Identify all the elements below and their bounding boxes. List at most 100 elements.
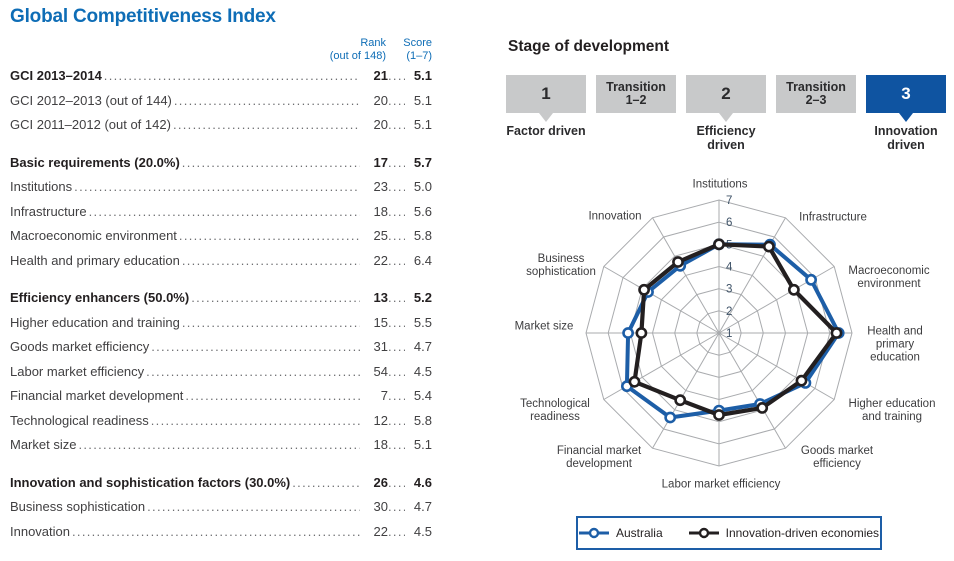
row-score: 5.1 [413, 117, 432, 132]
table-row: Infrastructure..........................… [10, 204, 432, 229]
table-row: Market size.............................… [10, 437, 432, 462]
table-row: Basic requirements (20.0%)..............… [10, 155, 432, 180]
gci-table-rows: GCI 2013–2014...........................… [10, 68, 432, 548]
legend-item-australia: Australia [578, 526, 663, 540]
radar-axis-spoke [718, 266, 835, 334]
radar-axis-spoke [718, 332, 835, 400]
dot-leader: ............ [388, 92, 405, 108]
dot-leader: ............ [388, 154, 405, 170]
dot-leader: ........................................… [74, 179, 360, 194]
radar-tick-label: 2 [726, 306, 732, 318]
dot-leader: ........................................… [72, 523, 360, 539]
radar-data-point [622, 327, 634, 339]
table-row: Efficiency enhancers (50.0%)............… [10, 290, 432, 315]
row-rank: 20 [373, 92, 388, 108]
row-score: 5.4 [413, 388, 432, 403]
stage-caption: Factor driven [506, 124, 586, 138]
row-label: Labor market efficiency [10, 363, 145, 379]
stage-of-development-diagram: 1 Factor driven Transition 1–2 2 Efficiency … [506, 75, 946, 152]
stage-box: Transition 2–3 [776, 75, 856, 113]
table-row: Institutions............................… [10, 179, 432, 204]
radar-axis-label: Macroeconomic environment [848, 265, 930, 290]
radar-data-point [787, 283, 800, 296]
radar-axis-label: Health and primary education [867, 325, 923, 364]
row-label: Efficiency enhancers (50.0%) [10, 290, 190, 305]
row-label: Technological readiness [10, 412, 149, 428]
dot-leader: ............ [388, 314, 405, 330]
row-rank: 20 [373, 117, 388, 132]
dot-leader: ............ [388, 290, 405, 305]
row-score: 5.8 [413, 228, 432, 243]
dot-leader: ............ [388, 228, 405, 243]
dot-leader: ........................................… [191, 290, 360, 305]
stage-column-3: 2 Efficiency driven [686, 75, 766, 152]
row-rank: 22 [373, 252, 388, 268]
gci-table-section: Global Competitiveness Index Rank (out o… [10, 6, 432, 561]
row-rank: 7 [380, 388, 388, 403]
radar-axis-spoke [652, 217, 720, 334]
dot-leader: ........................................… [173, 92, 360, 108]
radar-axis-spoke [603, 332, 720, 400]
row-score: 4.7 [413, 499, 432, 514]
table-row: Health and primary education............… [10, 253, 432, 278]
row-rank: 18 [373, 437, 388, 452]
radar-axis-label: Higher education and training [848, 398, 936, 423]
table-row: GCI 2013–2014...........................… [10, 68, 432, 93]
table-row: GCI 2012–2013 (out of 144)..............… [10, 93, 432, 118]
radar-axis-spoke [718, 217, 786, 334]
row-label: Innovation and sophistication factors (3… [10, 474, 291, 490]
legend-marker-icon [688, 527, 719, 539]
radar-chart: 1 2 3 4 5 6 7 Institutions Infrastructure Macroec… [504, 168, 954, 508]
radar-axis-label: Innovation [588, 210, 642, 223]
radar-axis-label: Financial market development [556, 445, 642, 470]
stage-box: 1 [506, 75, 586, 113]
dot-leader: ........................................… [146, 363, 360, 379]
stage-caption: Innovation driven [874, 124, 938, 152]
stage-column-2: Transition 1–2 [596, 75, 676, 152]
dot-leader: ............ [388, 68, 405, 83]
stage-pointer-icon [539, 113, 553, 122]
legend-item-innovation-driven: Innovation-driven economies [688, 526, 879, 540]
radar-data-point [664, 411, 677, 424]
radar-data-point [713, 238, 725, 251]
dot-leader: ............ [388, 203, 405, 219]
row-score: 4.7 [413, 339, 432, 354]
table-column-headers: Rank (out of 148) Score (1–7) [10, 37, 432, 62]
table-group: Innovation and sophistication factors (3… [10, 475, 432, 549]
dot-leader: ........................................… [147, 499, 360, 514]
table-row: Macroeconomic environment...............… [10, 228, 432, 253]
row-score: 5.0 [413, 179, 432, 194]
radar-axis-spoke [652, 332, 720, 449]
row-score: 4.5 [413, 523, 432, 539]
radar-tick-label: 7 [726, 195, 732, 207]
row-label: Infrastructure [10, 203, 87, 219]
dot-leader: ........................................… [78, 437, 360, 452]
dot-leader: ............ [388, 339, 405, 354]
row-label: GCI 2011–2012 (out of 142) [10, 117, 171, 132]
stage-box: 3 [866, 75, 946, 113]
radar-data-point [638, 283, 650, 296]
radar-axis-spoke [603, 266, 720, 334]
stage-column-1: 1 Factor driven [506, 75, 586, 152]
row-score: 5.2 [413, 290, 432, 305]
dot-leader: ........................................… [172, 117, 360, 132]
row-rank: 17 [373, 154, 388, 170]
dot-leader: ........................................… [185, 388, 360, 403]
dot-leader: ............ [388, 117, 405, 132]
radar-data-point [674, 394, 687, 407]
radar-data-point [628, 375, 641, 388]
row-rank: 26 [373, 474, 388, 490]
dot-leader: ............ [388, 412, 405, 428]
radar-axis-label: Institutions [692, 178, 748, 191]
radar-data-point [756, 401, 769, 414]
row-score: 4.5 [413, 363, 432, 379]
radar-axis-label: Technological readiness [520, 398, 590, 423]
dot-leader: ............ [388, 363, 405, 379]
radar-axis-label: Market size [514, 320, 574, 333]
row-score: 5.1 [413, 437, 432, 452]
score-column-header: Score (1–7) [403, 37, 432, 62]
row-score: 5.6 [413, 203, 432, 219]
row-score: 5.5 [413, 314, 432, 330]
